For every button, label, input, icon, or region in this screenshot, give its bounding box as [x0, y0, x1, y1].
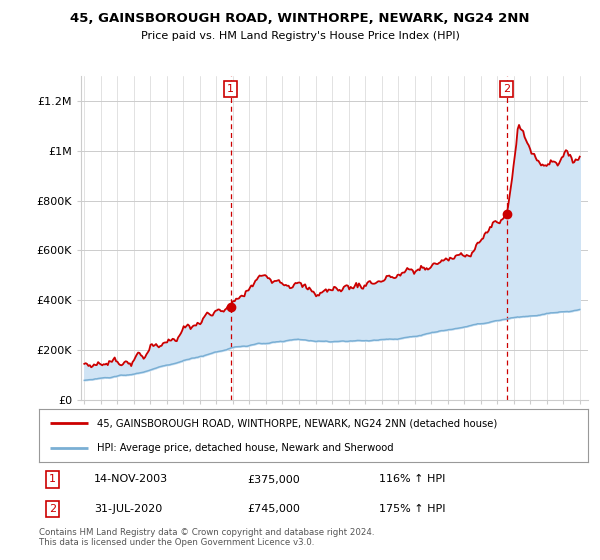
Text: 45, GAINSBOROUGH ROAD, WINTHORPE, NEWARK, NG24 2NN (detached house): 45, GAINSBOROUGH ROAD, WINTHORPE, NEWARK…: [97, 418, 497, 428]
Text: 1: 1: [49, 474, 56, 484]
Text: £375,000: £375,000: [248, 474, 301, 484]
Text: 2: 2: [503, 84, 511, 94]
Text: 175% ↑ HPI: 175% ↑ HPI: [379, 504, 446, 514]
Text: Contains HM Land Registry data © Crown copyright and database right 2024.
This d: Contains HM Land Registry data © Crown c…: [39, 528, 374, 547]
Text: 14-NOV-2003: 14-NOV-2003: [94, 474, 168, 484]
Text: 31-JUL-2020: 31-JUL-2020: [94, 504, 162, 514]
Text: 45, GAINSBOROUGH ROAD, WINTHORPE, NEWARK, NG24 2NN: 45, GAINSBOROUGH ROAD, WINTHORPE, NEWARK…: [70, 12, 530, 25]
Text: Price paid vs. HM Land Registry's House Price Index (HPI): Price paid vs. HM Land Registry's House …: [140, 31, 460, 41]
Text: 116% ↑ HPI: 116% ↑ HPI: [379, 474, 446, 484]
Text: £745,000: £745,000: [248, 504, 301, 514]
Text: 2: 2: [49, 504, 56, 514]
Text: HPI: Average price, detached house, Newark and Sherwood: HPI: Average price, detached house, Newa…: [97, 442, 393, 452]
Text: 1: 1: [227, 84, 234, 94]
